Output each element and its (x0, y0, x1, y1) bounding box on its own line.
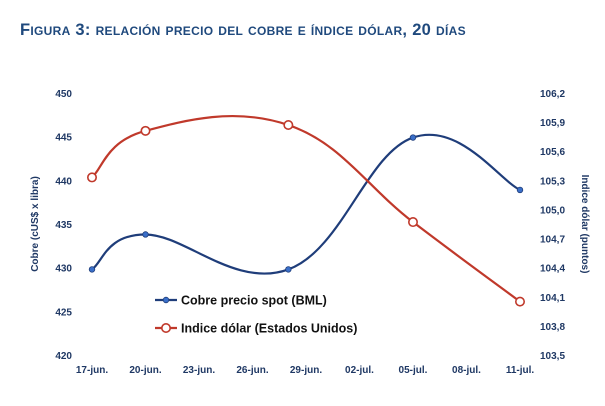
y-tick-label: 450 (55, 89, 72, 100)
y-axis-label: Cobre (cUS$ x libra) (30, 176, 41, 272)
y2-tick-label: 105,6 (540, 147, 565, 158)
y2-tick-label: 103,5 (540, 351, 565, 362)
y-tick-label: 430 (55, 264, 72, 275)
x-tick-label: 05-jul. (399, 365, 428, 376)
legend-marker-2 (161, 322, 172, 333)
x-tick-label: 26-jun. (236, 365, 268, 376)
legend-marker-1 (162, 296, 170, 304)
y-tick-label: 445 (55, 133, 72, 144)
y2-axis-label: Indice dólar (puntos) (579, 175, 590, 274)
x-tick-label: 29-jun. (290, 365, 322, 376)
series-1-point (409, 134, 417, 141)
series-2-point (407, 217, 418, 228)
y2-tick-label: 104,1 (540, 293, 565, 304)
series-line-2 (91, 115, 521, 303)
chart-title: Figura 3: relación precio del cobre e ín… (20, 21, 466, 39)
y2-tick-label: 105,0 (540, 205, 565, 216)
series-2-point (514, 296, 525, 307)
series-2-point (140, 125, 151, 136)
x-tick-label: 02-jul. (345, 365, 374, 376)
series-1-point (285, 266, 292, 273)
series-line-1 (91, 133, 521, 275)
x-tick-label: 20-jun. (129, 365, 161, 376)
y-tick-label: 420 (55, 351, 72, 362)
series-2-point (283, 120, 294, 131)
series-1-point (516, 186, 524, 194)
y2-tick-label: 106,2 (540, 89, 565, 100)
series-2-point (87, 172, 98, 183)
y-tick-label: 425 (55, 307, 72, 318)
y2-tick-label: 105,3 (540, 176, 565, 187)
y2-tick-label: 104,4 (540, 264, 565, 275)
legend-label-1: Cobre precio spot (BML) (181, 294, 327, 308)
series-1-point (142, 231, 149, 238)
x-tick-label: 17-jun. (76, 365, 108, 376)
series-1-point (88, 266, 96, 273)
x-tick-label: 08-jul. (452, 365, 481, 376)
x-tick-label: 11-jul. (506, 365, 535, 376)
y-tick-label: 440 (55, 176, 72, 187)
x-tick-label: 23-jun. (183, 365, 215, 376)
y2-tick-label: 105,9 (540, 118, 565, 129)
y2-tick-label: 104,7 (540, 235, 565, 246)
y2-tick-label: 103,8 (540, 322, 565, 333)
legend-label-2: Indice dólar (Estados Unidos) (181, 322, 357, 336)
y-tick-label: 435 (55, 220, 72, 231)
